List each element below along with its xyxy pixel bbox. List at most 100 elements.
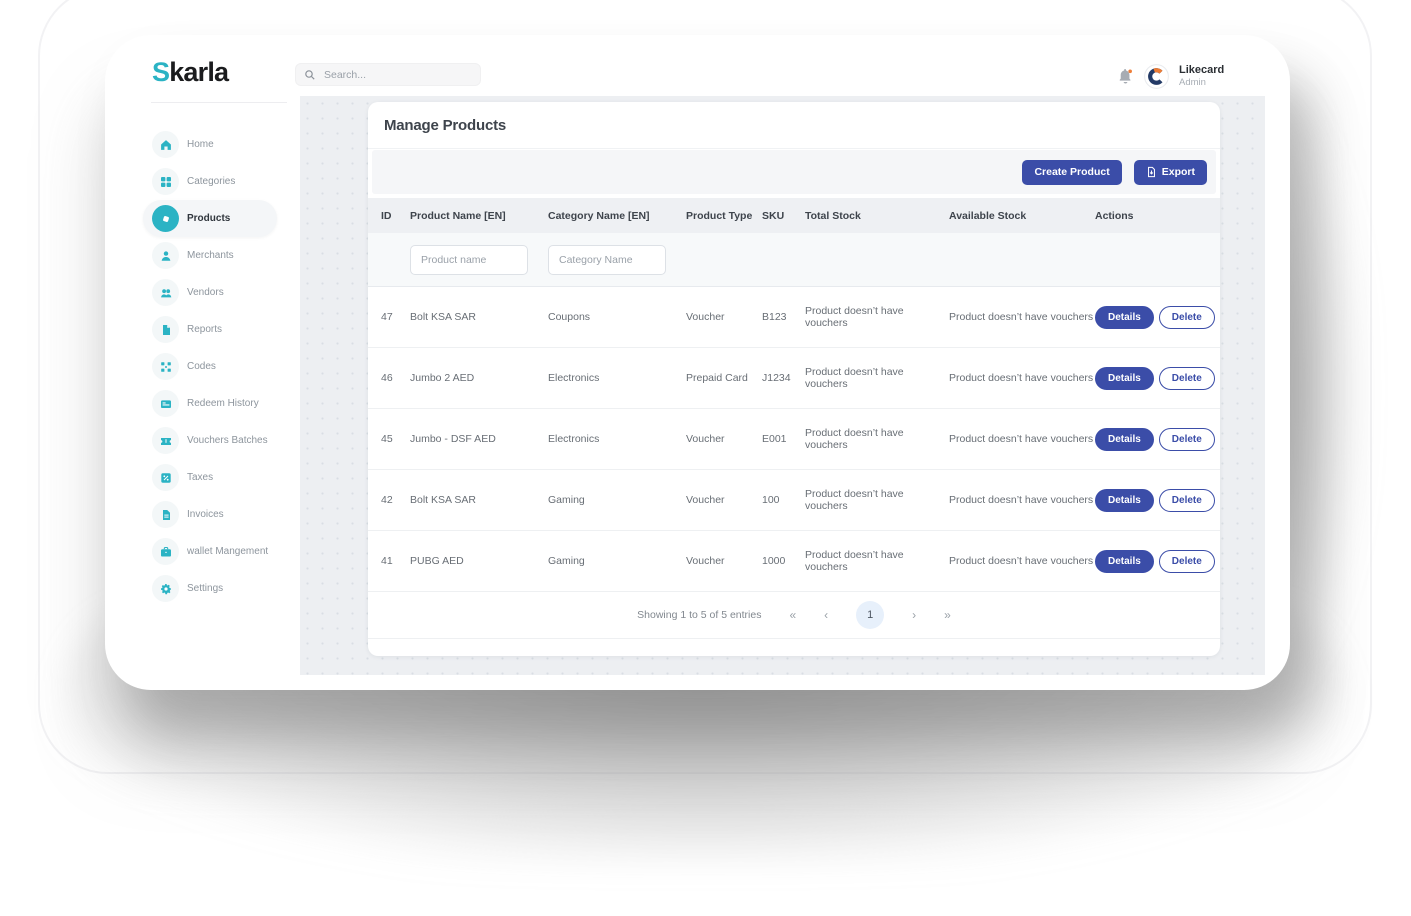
pagination-summary: Showing 1 to 5 of 5 entries bbox=[637, 609, 762, 621]
cell-category: Coupons bbox=[548, 311, 591, 323]
sidebar-item-label: Redeem History bbox=[187, 398, 259, 409]
topbar-user-area: Likecard Admin bbox=[1117, 64, 1224, 89]
cell-actions: Details Delete bbox=[1095, 549, 1215, 573]
cell-product-type: Prepaid Card bbox=[686, 372, 748, 384]
export-button-label: Export bbox=[1161, 166, 1195, 178]
categories-icon bbox=[152, 168, 179, 195]
notifications-bell-icon[interactable] bbox=[1117, 68, 1134, 85]
column-header-sku: SKU bbox=[762, 209, 785, 222]
table-row: 45 Jumbo - DSF AED Electronics Voucher E… bbox=[368, 409, 1220, 470]
logo-text: karla bbox=[169, 57, 229, 87]
cell-product-name: Bolt KSA SAR bbox=[410, 494, 476, 506]
sidebar-item-codes[interactable]: Codes bbox=[143, 348, 277, 385]
table-header-row: ID Product Name [EN] Category Name [EN] … bbox=[368, 198, 1220, 233]
settings-icon bbox=[152, 575, 179, 602]
wallet-management-icon bbox=[152, 538, 179, 565]
delete-button[interactable]: Delete bbox=[1158, 305, 1215, 329]
details-button[interactable]: Details bbox=[1095, 549, 1154, 573]
cell-sku: 1000 bbox=[762, 555, 786, 567]
delete-button[interactable]: Delete bbox=[1158, 549, 1215, 573]
pagination-next-button[interactable]: › bbox=[912, 608, 917, 622]
search-input[interactable] bbox=[322, 67, 472, 82]
user-role: Admin bbox=[1179, 77, 1206, 89]
cell-total-stock: Product doesn’t have vouchers bbox=[805, 549, 904, 573]
pagination-first-button[interactable]: « bbox=[789, 608, 797, 622]
cell-id: 47 bbox=[381, 311, 393, 323]
cell-product-type: Voucher bbox=[686, 311, 725, 323]
product-name-filter-input[interactable] bbox=[410, 244, 528, 275]
cell-category: Electronics bbox=[548, 433, 600, 445]
pagination-last-button[interactable]: » bbox=[944, 608, 951, 622]
taxes-icon bbox=[152, 464, 179, 491]
cell-sku: 100 bbox=[762, 494, 780, 506]
cell-product-name: PUBG AED bbox=[410, 555, 464, 567]
user-meta: Likecard Admin bbox=[1179, 64, 1224, 89]
sidebar-item-wallet-management[interactable]: wallet Mangement bbox=[143, 533, 277, 570]
cell-sku: J1234 bbox=[762, 372, 791, 384]
sidebar-item-settings[interactable]: Settings bbox=[143, 570, 277, 607]
sidebar-item-label: Reports bbox=[187, 324, 223, 335]
reports-icon bbox=[152, 316, 179, 343]
sidebar-item-products[interactable]: Products bbox=[143, 200, 277, 237]
sidebar-item-label: wallet Mangement bbox=[187, 546, 269, 557]
details-button[interactable]: Details bbox=[1095, 305, 1154, 329]
table-row: 47 Bolt KSA SAR Coupons Voucher B123 Pro… bbox=[368, 287, 1220, 348]
pagination-page-1[interactable]: 1 bbox=[856, 601, 885, 629]
sidebar-item-taxes[interactable]: Taxes bbox=[143, 459, 277, 496]
cell-available-stock: Product doesn’t have vouchers bbox=[949, 494, 1094, 506]
sidebar-item-invoices[interactable]: Invoices bbox=[143, 496, 277, 533]
sidebar-item-merchants[interactable]: Merchants bbox=[143, 237, 277, 274]
details-button[interactable]: Details bbox=[1095, 366, 1154, 390]
details-button[interactable]: Details bbox=[1095, 488, 1154, 512]
vendors-icon bbox=[152, 279, 179, 306]
vouchers-batches-icon bbox=[152, 427, 179, 454]
details-button[interactable]: Details bbox=[1095, 427, 1154, 451]
cell-actions: Details Delete bbox=[1095, 427, 1215, 451]
sidebar-item-vendors[interactable]: Vendors bbox=[143, 274, 277, 311]
content-area: Manage Products Create Product Export ID… bbox=[300, 96, 1265, 675]
cell-product-name: Jumbo - DSF AED bbox=[410, 433, 496, 445]
logo-accent-letter: S bbox=[152, 57, 170, 87]
sidebar-item-label: Merchants bbox=[187, 250, 234, 261]
table-filter-row bbox=[368, 233, 1220, 287]
cell-total-stock: Product doesn’t have vouchers bbox=[805, 305, 904, 329]
cell-total-stock: Product doesn’t have vouchers bbox=[805, 488, 904, 512]
sidebar-item-label: Categories bbox=[187, 176, 236, 187]
cell-sku: E001 bbox=[762, 433, 787, 445]
cell-product-type: Voucher bbox=[686, 555, 725, 567]
pagination-prev-button[interactable]: ‹ bbox=[824, 608, 829, 622]
delete-button[interactable]: Delete bbox=[1158, 488, 1215, 512]
create-product-button[interactable]: Create Product bbox=[1022, 159, 1122, 185]
export-button[interactable]: Export bbox=[1133, 159, 1207, 185]
column-header-product-name: Product Name [EN] bbox=[410, 209, 506, 222]
search-input-wrapper bbox=[295, 63, 481, 86]
sidebar-item-home[interactable]: Home bbox=[143, 126, 277, 163]
sidebar-item-categories[interactable]: Categories bbox=[143, 163, 277, 200]
cell-available-stock: Product doesn’t have vouchers bbox=[949, 555, 1094, 567]
column-header-id: ID bbox=[381, 209, 392, 222]
merchant-icon bbox=[152, 242, 179, 269]
search-icon bbox=[304, 69, 316, 81]
cell-product-name: Jumbo 2 AED bbox=[410, 372, 475, 384]
invoices-icon bbox=[152, 501, 179, 528]
table-row: 46 Jumbo 2 AED Electronics Prepaid Card … bbox=[368, 348, 1220, 409]
home-icon bbox=[152, 131, 179, 158]
cell-product-name: Bolt KSA SAR bbox=[410, 311, 476, 323]
cell-available-stock: Product doesn’t have vouchers bbox=[949, 372, 1094, 384]
sidebar-item-label: Settings bbox=[187, 583, 224, 594]
pagination: Showing 1 to 5 of 5 entries « ‹ 1 › » bbox=[368, 592, 1220, 639]
delete-button[interactable]: Delete bbox=[1158, 427, 1215, 451]
sidebar-item-reports[interactable]: Reports bbox=[143, 311, 277, 348]
delete-button[interactable]: Delete bbox=[1158, 366, 1215, 390]
sidebar-item-vouchers-batches[interactable]: Vouchers Batches bbox=[143, 422, 277, 459]
sidebar-item-redeem-history[interactable]: Redeem History bbox=[143, 385, 277, 422]
cell-total-stock: Product doesn’t have vouchers bbox=[805, 427, 904, 451]
category-name-filter-input[interactable] bbox=[548, 244, 666, 275]
cell-total-stock: Product doesn’t have vouchers bbox=[805, 366, 904, 390]
column-header-category-name: Category Name [EN] bbox=[548, 209, 650, 222]
cell-actions: Details Delete bbox=[1095, 488, 1215, 512]
cell-sku: B123 bbox=[762, 311, 787, 323]
avatar[interactable] bbox=[1144, 64, 1169, 89]
sidebar-divider bbox=[151, 102, 287, 103]
table-row: 42 Bolt KSA SAR Gaming Voucher 100 Produ… bbox=[368, 470, 1220, 531]
